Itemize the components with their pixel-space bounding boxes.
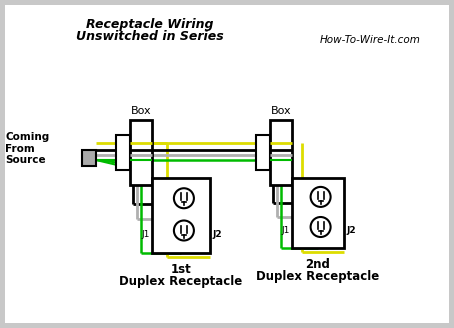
Circle shape (311, 217, 331, 237)
Bar (130, 120, 152, 185)
Text: Unswitched in Series: Unswitched in Series (76, 30, 224, 43)
Text: 2nd: 2nd (306, 258, 331, 271)
Text: Duplex Receptacle: Duplex Receptacle (257, 270, 380, 283)
Circle shape (174, 188, 194, 208)
Text: Duplex Receptacle: Duplex Receptacle (119, 275, 242, 288)
Text: Coming
From
Source: Coming From Source (5, 132, 49, 165)
Text: J2: J2 (212, 230, 222, 239)
Text: J2: J2 (346, 226, 355, 235)
Bar (82, 150, 96, 166)
Text: Box: Box (131, 106, 151, 116)
Circle shape (311, 187, 331, 207)
Bar (292, 178, 344, 248)
Text: J1: J1 (281, 226, 290, 235)
Text: 1st: 1st (171, 263, 192, 276)
Bar (152, 178, 210, 253)
Bar (116, 135, 130, 170)
Bar (270, 120, 292, 185)
Bar (256, 135, 270, 170)
Text: How-To-Wire-It.com: How-To-Wire-It.com (320, 35, 420, 45)
Circle shape (174, 220, 194, 240)
Text: Receptacle Wiring: Receptacle Wiring (86, 18, 214, 31)
Text: Box: Box (271, 106, 291, 116)
Text: J1: J1 (142, 230, 150, 239)
